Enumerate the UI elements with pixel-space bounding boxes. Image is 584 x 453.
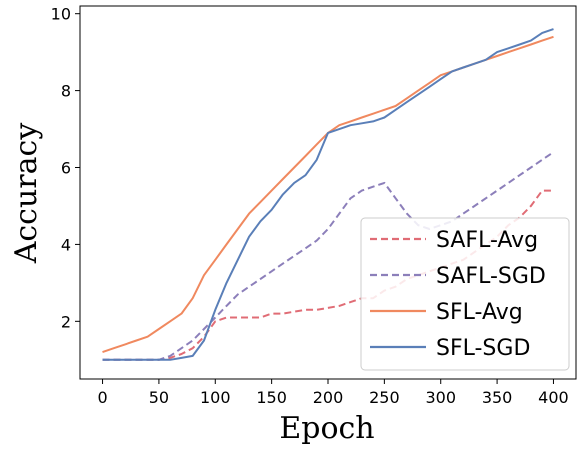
legend-label-sfl-avg: SFL-Avg [436, 300, 523, 325]
y-tick-label: 4 [61, 235, 71, 254]
y-axis: 2 4 6 8 10 [51, 5, 80, 331]
x-axis: 0 50 100 150 200 250 300 350 400 [97, 379, 569, 407]
legend: SAFL-Avg SAFL-SGD SFL-Avg SFL-SGD [360, 217, 570, 371]
y-axis-title: Accuracy [9, 123, 44, 265]
y-tick-label: 10 [51, 5, 71, 24]
legend-box [360, 217, 570, 371]
y-tick-label: 8 [61, 82, 71, 101]
x-tick-label: 100 [200, 388, 231, 407]
x-tick-label: 250 [369, 388, 400, 407]
y-tick-label: 6 [61, 159, 71, 178]
series-line-safl-sgd [102, 151, 555, 361]
x-tick-label: 150 [256, 388, 287, 407]
x-axis-title: Epoch [279, 411, 374, 446]
x-tick-label: 400 [538, 388, 569, 407]
series-layer [102, 28, 555, 361]
x-tick-label: 300 [425, 388, 456, 407]
legend-label-sfl-sgd: SFL-SGD [436, 336, 530, 361]
legend-label-safl-avg: SAFL-Avg [436, 228, 538, 253]
legend-label-safl-sgd: SAFL-SGD [436, 264, 546, 289]
series-line-sfl-sgd [102, 28, 554, 361]
x-tick-label: 0 [97, 388, 107, 407]
x-tick-label: 350 [482, 388, 513, 407]
series-line-safl-avg [102, 189, 554, 361]
x-tick-label: 50 [149, 388, 169, 407]
x-tick-label: 200 [313, 388, 344, 407]
y-tick-label: 2 [61, 312, 71, 331]
